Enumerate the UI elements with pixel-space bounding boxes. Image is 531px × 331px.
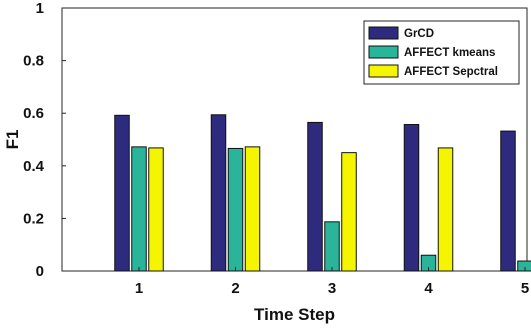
bar-grcd-3 xyxy=(307,121,323,272)
bar-grcd-5 xyxy=(500,130,516,272)
bar-affect-kmeans-3 xyxy=(324,221,340,272)
y-tick-label: 0 xyxy=(36,263,44,280)
x-axis-label: Time Step xyxy=(254,305,335,324)
bar-affect-kmeans-5 xyxy=(517,260,531,272)
bar-grcd-4 xyxy=(403,124,420,272)
x-tick-label: 2 xyxy=(231,280,239,297)
legend-swatch xyxy=(368,64,399,78)
x-tick-label: 4 xyxy=(424,280,433,297)
legend-swatch xyxy=(368,45,399,59)
legend-label: GrCD xyxy=(404,28,434,40)
y-tick-label: 0.8 xyxy=(23,53,44,70)
legend: GrCD AFFECT kmeans AFFECT Sepctral xyxy=(363,20,520,85)
legend-entry-1: GrCD xyxy=(368,26,434,40)
y-axis-label: F1 xyxy=(3,130,22,150)
x-tick-label: 1 xyxy=(135,280,143,297)
bar-affect-kmeans-2 xyxy=(227,147,244,272)
y-axis-ticks: 0 0.2 0.4 0.6 0.8 1 xyxy=(23,0,66,280)
bar-affect-sepctral-1 xyxy=(148,147,164,272)
bar-affect-kmeans-1 xyxy=(131,146,147,272)
bar-affect-sepctral-4 xyxy=(437,147,454,272)
x-tick-label: 5 xyxy=(521,280,529,297)
legend-swatch xyxy=(368,26,399,40)
y-tick-label: 1 xyxy=(36,0,44,17)
x-axis-ticks: 1 2 3 4 5 xyxy=(135,267,529,297)
legend-label: AFFECT Sepctral xyxy=(404,66,498,78)
y-tick-label: 0.6 xyxy=(23,105,44,122)
bar-affect-sepctral-3 xyxy=(341,152,357,272)
x-tick-label: 3 xyxy=(328,280,336,297)
bar-grcd-1 xyxy=(114,114,130,272)
bar-affect-sepctral-2 xyxy=(244,146,261,272)
y-tick-label: 0.2 xyxy=(23,210,44,227)
bar-grcd-2 xyxy=(210,114,227,272)
legend-label: AFFECT kmeans xyxy=(404,47,495,59)
legend-entry-2: AFFECT kmeans xyxy=(368,45,495,59)
y-tick-label: 0.4 xyxy=(23,158,45,175)
legend-entry-3: AFFECT Sepctral xyxy=(368,64,498,78)
bars xyxy=(114,114,531,272)
